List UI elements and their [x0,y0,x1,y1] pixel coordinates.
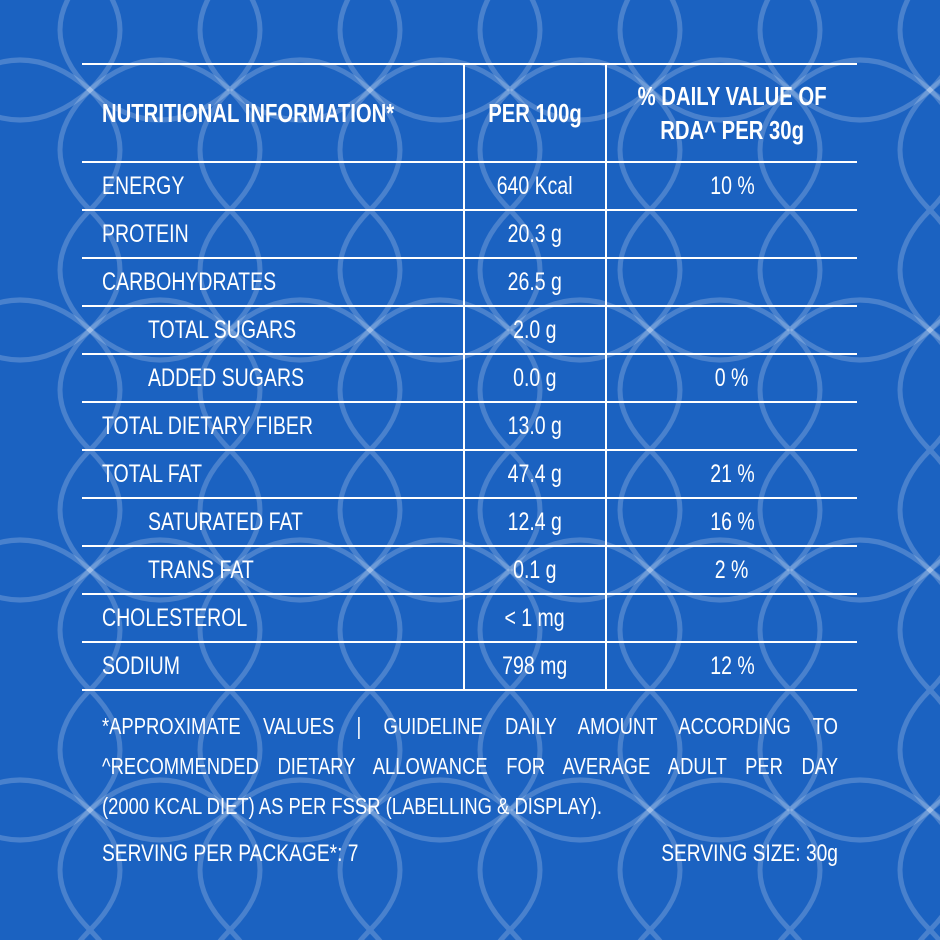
serving-per-package: SERVING PER PACKAGE*: 7 [102,840,359,867]
nutrition-table: NUTRITIONAL INFORMATION* PER 100g % DAIL… [82,63,857,691]
nutrient-label: PROTEIN [82,209,465,259]
nutrient-label: SATURATED FAT [82,497,465,547]
table-row: TOTAL DIETARY FIBER 13.0 g [82,401,857,451]
nutrient-per-100g: < 1 mg [463,593,607,643]
footnote-line: ^RECOMMENDED DIETARY ALLOWANCE FOR AVERA… [102,753,838,779]
table-row: SATURATED FAT 12.4 g 16 % [82,497,857,547]
nutrient-per-100g: 20.3 g [463,209,607,259]
nutrient-label: ENERGY [82,161,465,211]
table-row: PROTEIN 20.3 g [82,209,857,259]
nutrient-daily-value: 21 % [605,449,857,499]
nutrient-per-100g: 13.0 g [463,401,607,451]
header-per-100g: PER 100g [463,63,607,163]
nutrient-daily-value: 2 % [605,545,857,595]
nutrient-daily-value: 10 % [605,161,857,211]
nutrient-per-100g: 640 Kcal [463,161,607,211]
nutrient-daily-value [605,257,857,307]
nutrient-label: SODIUM [82,641,465,691]
table-row: ENERGY 640 Kcal 10 % [82,161,857,211]
nutrient-per-100g: 12.4 g [463,497,607,547]
table-row: ADDED SUGARS 0.0 g 0 % [82,353,857,403]
nutrient-daily-value [605,209,857,259]
footnote-line: (2000 KCAL DIET) AS PER FSSR (LABELLING … [102,793,603,819]
nutrient-per-100g: 0.1 g [463,545,607,595]
nutrient-daily-value: 0 % [605,353,857,403]
footnote-line: *APPROXIMATE VALUES | GUIDELINE DAILY AM… [102,713,838,739]
header-daily-value: % DAILY VALUE OF RDA^ PER 30g [605,63,857,163]
nutrient-label: TOTAL DIETARY FIBER [82,401,465,451]
nutrient-label: TOTAL FAT [82,449,465,499]
nutrient-label: TOTAL SUGARS [82,305,465,355]
nutrient-per-100g: 0.0 g [463,353,607,403]
nutrient-per-100g: 26.5 g [463,257,607,307]
table-row: SODIUM 798 mg 12 % [82,641,857,691]
serving-size: SERVING SIZE: 30g [661,840,838,867]
header-nutritional-information: NUTRITIONAL INFORMATION* [82,63,465,163]
table-row: CARBOHYDRATES 26.5 g [82,257,857,307]
nutrient-daily-value [605,305,857,355]
nutrient-daily-value [605,593,857,643]
table-row: TOTAL SUGARS 2.0 g [82,305,857,355]
table-row: CHOLESTEROL < 1 mg [82,593,857,643]
footnote: *APPROXIMATE VALUES | GUIDELINE DAILY AM… [102,706,838,826]
nutrient-per-100g: 47.4 g [463,449,607,499]
nutrient-per-100g: 798 mg [463,641,607,691]
table-row: TOTAL FAT 47.4 g 21 % [82,449,857,499]
nutrient-label: CHOLESTEROL [82,593,465,643]
table-row: TRANS FAT 0.1 g 2 % [82,545,857,595]
nutrient-daily-value: 16 % [605,497,857,547]
nutrient-label: TRANS FAT [82,545,465,595]
nutrient-daily-value [605,401,857,451]
table-header: NUTRITIONAL INFORMATION* PER 100g % DAIL… [82,63,857,163]
nutrient-per-100g: 2.0 g [463,305,607,355]
nutrient-label: ADDED SUGARS [82,353,465,403]
nutrient-daily-value: 12 % [605,641,857,691]
nutrient-label: CARBOHYDRATES [82,257,465,307]
